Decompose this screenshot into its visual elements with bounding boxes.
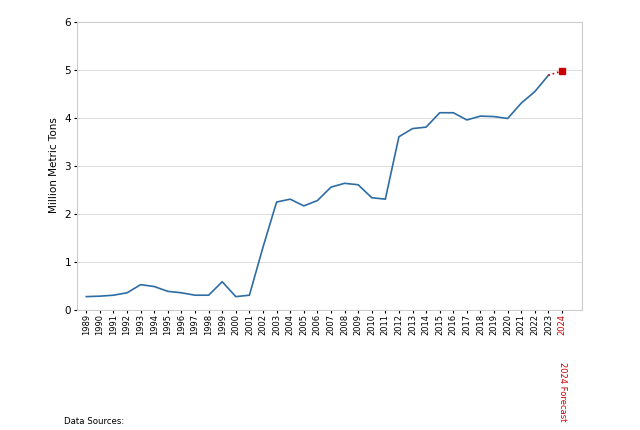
Text: Data Sources:: Data Sources: <box>64 417 124 426</box>
Y-axis label: Million Metric Tons: Million Metric Tons <box>49 118 59 213</box>
Text: 2024 Forecast: 2024 Forecast <box>557 362 566 422</box>
